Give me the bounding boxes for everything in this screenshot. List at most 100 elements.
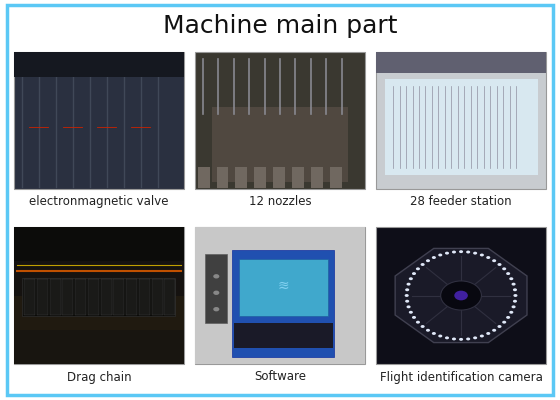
Bar (311, 167, 323, 188)
Bar (232, 250, 334, 357)
Bar (22, 278, 175, 316)
Bar (14, 227, 184, 364)
Circle shape (426, 329, 430, 332)
Circle shape (407, 305, 410, 308)
Circle shape (432, 332, 436, 335)
Circle shape (459, 250, 463, 253)
Bar (164, 279, 175, 315)
Text: Software: Software (254, 370, 306, 384)
Bar (14, 330, 184, 364)
Bar (212, 107, 348, 182)
Text: Drag chain: Drag chain (67, 370, 131, 384)
Bar (198, 167, 209, 188)
Circle shape (454, 291, 468, 300)
Bar (376, 227, 546, 364)
Text: Flight identification camera: Flight identification camera (380, 370, 543, 384)
Circle shape (426, 259, 430, 262)
Circle shape (405, 288, 409, 291)
Circle shape (511, 283, 516, 286)
Circle shape (421, 263, 424, 266)
Bar (101, 279, 111, 315)
Circle shape (405, 294, 409, 297)
Circle shape (445, 252, 449, 255)
Text: ≋: ≋ (278, 279, 289, 293)
Bar (152, 279, 162, 315)
Bar (195, 52, 365, 189)
Bar (139, 279, 150, 315)
Bar (14, 261, 184, 296)
Circle shape (412, 272, 416, 275)
Circle shape (509, 277, 514, 280)
Bar (14, 52, 184, 189)
Circle shape (213, 274, 220, 278)
Circle shape (511, 305, 516, 308)
Circle shape (445, 336, 449, 339)
Bar (14, 52, 184, 77)
Bar (195, 227, 365, 364)
Circle shape (409, 311, 413, 314)
Bar (126, 279, 137, 315)
Bar (62, 279, 73, 315)
Circle shape (513, 288, 517, 291)
Circle shape (438, 334, 442, 338)
Text: electronmagnetic valve: electronmagnetic valve (29, 196, 169, 208)
Circle shape (486, 256, 491, 259)
Bar (234, 323, 333, 348)
Circle shape (459, 338, 463, 341)
Circle shape (509, 311, 514, 314)
Circle shape (452, 250, 456, 254)
Circle shape (473, 336, 477, 339)
Bar (235, 167, 248, 188)
Circle shape (416, 267, 420, 270)
Bar (206, 254, 227, 323)
Circle shape (438, 254, 442, 256)
Bar (14, 296, 184, 330)
Bar (273, 167, 285, 188)
Circle shape (513, 300, 517, 303)
Circle shape (421, 325, 424, 328)
Bar (239, 258, 328, 316)
Circle shape (466, 338, 470, 340)
Circle shape (502, 321, 506, 324)
Bar (113, 279, 124, 315)
Circle shape (416, 321, 420, 324)
Circle shape (492, 259, 496, 262)
Bar (24, 279, 35, 315)
Circle shape (452, 338, 456, 340)
Bar (254, 167, 266, 188)
Circle shape (502, 267, 506, 270)
Circle shape (213, 307, 220, 311)
Circle shape (213, 290, 220, 295)
Bar (376, 52, 546, 72)
Bar (75, 279, 86, 315)
Circle shape (473, 252, 477, 255)
Circle shape (506, 316, 510, 319)
Text: 12 nozzles: 12 nozzles (249, 196, 311, 208)
Circle shape (441, 281, 482, 310)
Bar (14, 227, 184, 261)
Bar (330, 167, 342, 188)
Bar (217, 167, 228, 188)
Text: Machine main part: Machine main part (163, 14, 397, 38)
Circle shape (514, 294, 517, 297)
Circle shape (466, 250, 470, 254)
Circle shape (480, 334, 484, 338)
Circle shape (407, 283, 410, 286)
Circle shape (497, 263, 502, 266)
Circle shape (506, 272, 510, 275)
Circle shape (480, 254, 484, 256)
Circle shape (432, 256, 436, 259)
Bar (385, 79, 538, 175)
Circle shape (497, 325, 502, 328)
Circle shape (412, 316, 416, 319)
Bar (195, 227, 365, 364)
Bar (292, 167, 304, 188)
Circle shape (409, 277, 413, 280)
Text: 28 feeder station: 28 feeder station (410, 196, 512, 208)
Circle shape (486, 332, 491, 335)
Circle shape (405, 300, 409, 303)
Bar (50, 279, 60, 315)
Bar (376, 52, 546, 189)
Bar (88, 279, 99, 315)
Bar (37, 279, 48, 315)
